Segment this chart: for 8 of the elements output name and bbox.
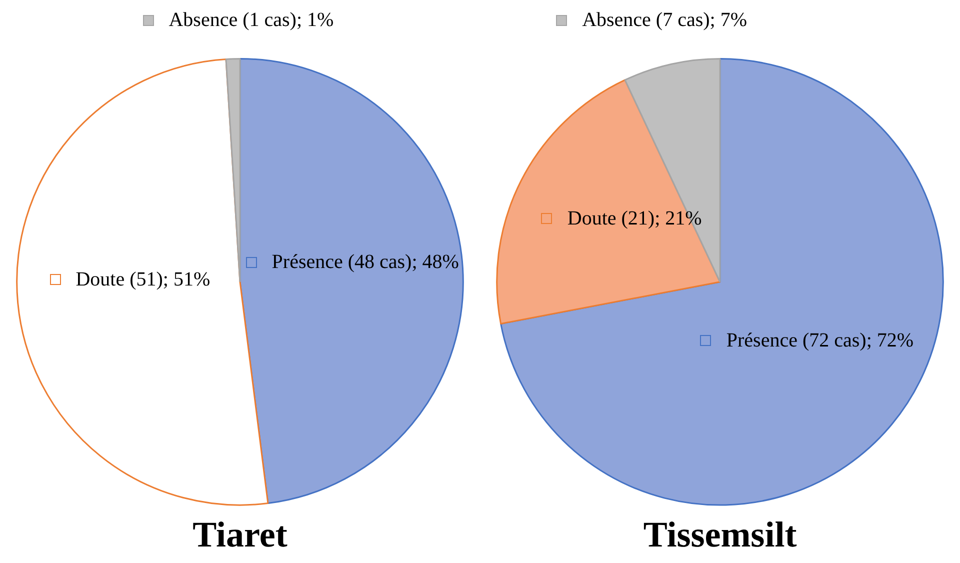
legend-label: Absence (1 cas); 1%: [168, 9, 334, 31]
legend-label: Doute (51); 51%: [76, 268, 210, 291]
legend-label: Présence (72 cas); 72%: [726, 329, 914, 352]
legend-label: Absence (7 cas); 7%: [582, 9, 747, 31]
legend-label: Doute (21); 21%: [567, 207, 702, 230]
text: Tissemsilt: [643, 514, 797, 555]
legend-label: Présence (48 cas); 48%: [272, 251, 459, 274]
text: Tiaret: [192, 514, 288, 555]
